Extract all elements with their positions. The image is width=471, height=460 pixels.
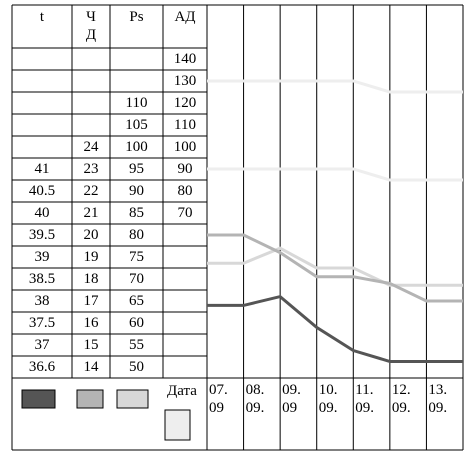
cell: 100 xyxy=(173,139,197,155)
cell: 14 xyxy=(83,359,99,375)
cell: 70 xyxy=(177,205,193,221)
cell: 37 xyxy=(34,337,50,353)
date: 10. 09. xyxy=(318,382,338,416)
cell: 65 xyxy=(129,293,144,309)
cell: 75 xyxy=(129,249,144,265)
cell: 130 xyxy=(173,73,197,89)
cell: 100 xyxy=(125,139,148,155)
cell: 40 xyxy=(34,205,50,221)
cell: 60 xyxy=(129,315,144,331)
cell: 55 xyxy=(129,337,144,353)
trend-line xyxy=(207,246,463,287)
cell: 24 xyxy=(83,139,99,155)
cell: 41 xyxy=(34,161,50,177)
cell: 70 xyxy=(129,271,144,287)
cell: 39 xyxy=(34,249,50,265)
trend-line xyxy=(207,79,463,94)
trend-line xyxy=(207,233,463,303)
cell: 38.5 xyxy=(28,271,56,287)
date: 11. 09. xyxy=(355,382,375,416)
cell: 16 xyxy=(83,315,99,331)
cell: 20 xyxy=(83,227,99,243)
cell: 85 xyxy=(129,205,144,221)
column-header: t xyxy=(39,9,45,25)
cell: 38 xyxy=(34,293,50,309)
legend-swatch xyxy=(76,389,104,409)
cell: 110 xyxy=(125,95,148,111)
column-header: Ps xyxy=(129,9,144,25)
cell: 15 xyxy=(83,337,99,353)
cell: 22 xyxy=(83,183,99,199)
cell: 40.5 xyxy=(28,183,56,199)
cell: 39.5 xyxy=(28,227,56,243)
date: 13. 09. xyxy=(428,382,448,416)
legend-swatch xyxy=(116,389,149,409)
cell: 80 xyxy=(129,227,144,243)
cell: 80 xyxy=(177,183,193,199)
cell: 50 xyxy=(129,359,144,375)
date: 09. 09 xyxy=(282,382,301,416)
legend-swatch xyxy=(21,389,56,409)
cell: 18 xyxy=(83,271,99,287)
cell: 19 xyxy=(83,249,99,265)
trend-line xyxy=(207,167,463,182)
column-header: Ч Д xyxy=(85,9,97,43)
cell: 140 xyxy=(173,51,197,67)
cell: 120 xyxy=(173,95,197,111)
cell: 23 xyxy=(83,161,99,177)
cell: 37.5 xyxy=(28,315,56,331)
cell: 110 xyxy=(174,117,196,133)
cell: 21 xyxy=(83,205,99,221)
legend-swatch xyxy=(164,409,191,441)
date: 12. 09. xyxy=(391,382,411,416)
trend-line xyxy=(207,294,463,363)
date: 07. 09 xyxy=(209,382,228,416)
date: 08. 09. xyxy=(245,382,265,416)
date-label: Дата xyxy=(167,383,197,399)
column-header: АД xyxy=(174,9,196,25)
cell: 90 xyxy=(129,183,144,199)
cell: 105 xyxy=(125,117,148,133)
cell: 17 xyxy=(83,293,99,309)
cell: 90 xyxy=(177,161,193,177)
cell: 95 xyxy=(129,161,144,177)
cell: 36.6 xyxy=(28,359,56,375)
